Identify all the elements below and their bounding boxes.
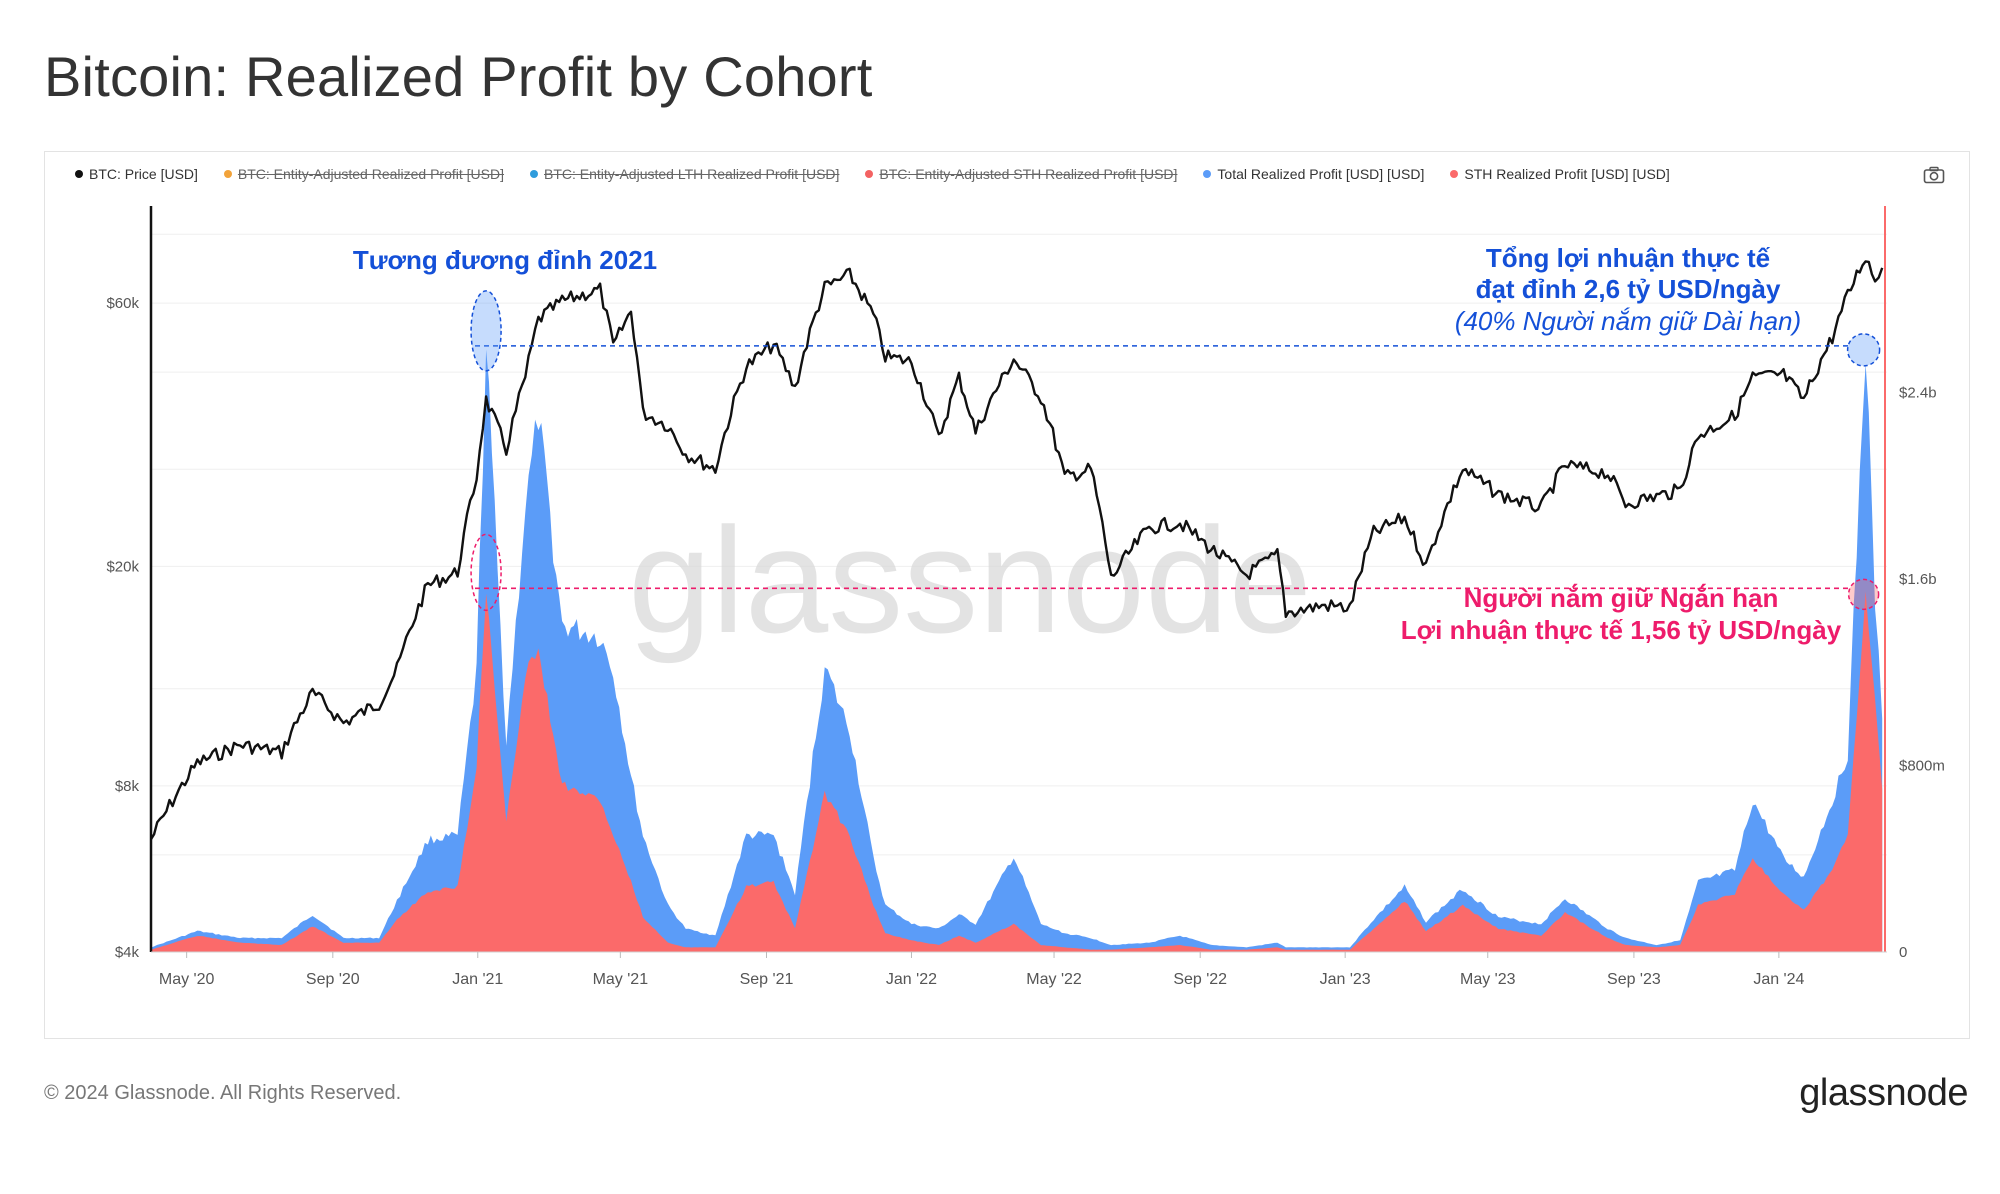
legend-item-entity-realized-profit[interactable]: BTC: Entity-Adjusted Realized Profit [US… [223,166,505,182]
x-tick-label: Sep '23 [1607,971,1661,988]
camera-icon[interactable] [1923,166,1945,184]
legend-label-total-realized-profit: Total Realized Profit [USD] [USD] [1217,166,1425,182]
legend-item-total-realized-profit[interactable]: Total Realized Profit [USD] [USD] [1203,166,1424,182]
x-tick-label: May '23 [1460,971,1516,988]
annotation-sth-peak-line-1: Người nắm giữ Ngắn hạn [1464,583,1779,613]
x-tick-label: Jan '22 [886,971,937,988]
x-tick-label: Jan '24 [1753,971,1804,988]
legend-item-entity-sth-realized-profit[interactable]: BTC: Entity-Adjusted STH Realized Profit… [865,166,1177,182]
legend-dot-sth-realized-profit [1450,170,1459,178]
watermark: glassnode [628,496,1312,664]
x-tick-label: May '22 [1026,971,1082,988]
y-right-tick-label: $800m [1899,758,1945,775]
legend-label-entity-sth-realized-profit: BTC: Entity-Adjusted STH Realized Profit… [879,166,1178,182]
series-sth-realized-profit [151,591,1883,952]
plot-area: glassnode $4k $8k $20k $60k 0 $800m $1.6b $2.4b M… [106,206,1945,988]
annotation-sth-peak-line-2: Lợi nhuận thực tế 1,56 tỷ USD/ngày [1401,615,1842,645]
y-right-tick-label: $2.4b [1899,385,1937,402]
legend-label-price: BTC: Price [USD] [89,166,198,182]
legend-dot-entity-lth-realized-profit [530,170,539,178]
legend-dot-total-realized-profit [1203,170,1212,178]
x-tick-label: Jan '23 [1320,971,1371,988]
legend-label-entity-lth-realized-profit: BTC: Entity-Adjusted LTH Realized Profit… [544,166,840,182]
highlight-2024-total [1846,333,1881,367]
chart-frame: BTC: Price [USD] BTC: Entity-Adjusted Re… [44,151,1970,1039]
annotation-total-peak-line-1: Tổng lợi nhuận thực tế [1486,243,1771,273]
page-title: Bitcoin: Realized Profit by Cohort [44,45,873,108]
y-left-tick-label: $20k [106,558,139,575]
highlight-2024-sth [1847,578,1880,611]
legend-item-entity-lth-realized-profit[interactable]: BTC: Entity-Adjusted LTH Realized Profit… [530,166,839,182]
glassnode-logo: glassnode [1799,1072,1968,1114]
highlight-2021-sth [470,533,502,612]
legend: BTC: Price [USD] BTC: Entity-Adjusted Re… [75,162,1670,186]
x-tick-label: Sep '21 [740,971,794,988]
legend-label-entity-realized-profit: BTC: Entity-Adjusted Realized Profit [US… [237,166,505,182]
legend-item-sth-realized-profit[interactable]: STH Realized Profit [USD] [USD] [1450,166,1670,182]
annotation-total-peak-line-3: (40% Người nắm giữ Dài hạn) [1455,306,1801,336]
x-tick-label: Jan '21 [452,971,503,988]
x-tick-label: May '20 [159,971,215,988]
y-left-tick-label: $8k [115,778,140,795]
y-right-tick-label: 0 [1899,944,1907,961]
legend-label-sth-realized-profit: STH Realized Profit [USD] [USD] [1464,166,1670,182]
x-tick-label: May '21 [593,971,649,988]
highlight-2021-total [470,290,502,372]
x-tick-label: Sep '22 [1173,971,1227,988]
legend-dot-entity-sth-realized-profit [865,170,874,178]
legend-item-price[interactable]: BTC: Price [USD] [75,166,198,182]
x-tick-label: Sep '20 [306,971,360,988]
y-left-tick-label: $60k [106,295,139,312]
legend-dot-price [75,170,83,178]
annotation-peak-2021: Tương đương đỉnh 2021 [353,245,657,275]
legend-dot-entity-realized-profit [223,170,232,178]
series-btc-price [149,260,1884,840]
annotation-total-peak-line-2: đạt đỉnh 2,6 tỷ USD/ngày [1476,274,1781,304]
footer-copyright: © 2024 Glassnode. All Rights Reserved. [44,1082,402,1104]
y-left-tick-label: $4k [115,944,140,961]
y-right-tick-label: $1.6b [1899,571,1937,588]
